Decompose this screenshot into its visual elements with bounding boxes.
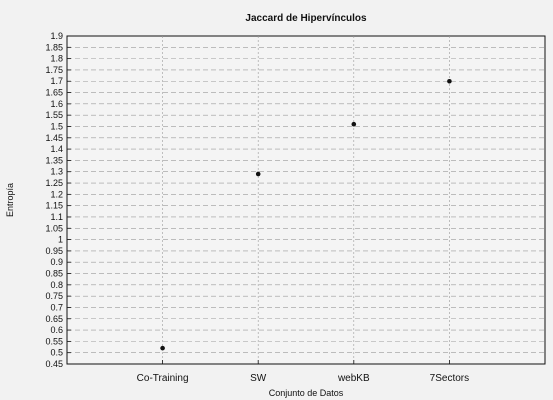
plot-area <box>66 35 546 365</box>
y-tick-label: 1 <box>58 235 63 245</box>
data-point <box>351 121 357 127</box>
data-point <box>160 345 165 351</box>
data-points <box>160 78 452 351</box>
y-tick-label: 1.75 <box>45 65 63 75</box>
y-tick-label: 1.5 <box>50 121 63 131</box>
x-tick-label: 7Sectors <box>430 373 469 384</box>
data-point <box>255 171 261 177</box>
x-axis-ticks: Co-Training SW webKB 7Sectors <box>137 360 469 384</box>
x-tick-label: webKB <box>337 373 370 384</box>
y-tick-label: 1.4 <box>50 144 63 154</box>
data-point <box>447 78 452 84</box>
y-tick-label: 1.2 <box>50 189 63 199</box>
y-tick-label: 0.85 <box>45 269 63 279</box>
y-tick-label: 0.95 <box>45 246 63 256</box>
y-tick-label: 1.25 <box>45 178 63 188</box>
x-tick-label: SW <box>250 373 267 384</box>
y-tick-label: 1.15 <box>45 201 63 211</box>
y-tick-label: 0.6 <box>50 325 63 335</box>
y-tick-label: 1.8 <box>50 54 63 64</box>
y-tick-label: 0.9 <box>50 257 63 267</box>
y-tick-label: 0.55 <box>45 336 63 346</box>
y-tick-label: 0.8 <box>50 280 63 290</box>
y-tick-label: 1.65 <box>45 88 63 98</box>
y-tick-label: 1.1 <box>50 212 63 222</box>
y-axis-ticks: 0.450.50.550.60.650.70.750.80.850.90.951… <box>45 31 71 369</box>
y-tick-label: 1.55 <box>45 110 63 120</box>
y-tick-label: 1.6 <box>50 99 63 109</box>
y-tick-label: 1.05 <box>45 223 63 233</box>
y-tick-label: 1.3 <box>50 167 63 177</box>
y-axis-label: Entropía <box>5 183 15 217</box>
y-tick-label: 0.5 <box>50 348 63 358</box>
grid <box>67 36 545 364</box>
chart-title: Jaccard de Hipervínculos <box>245 13 367 24</box>
y-tick-label: 0.7 <box>50 302 63 312</box>
y-tick-label: 1.9 <box>50 31 63 41</box>
y-tick-label: 1.45 <box>45 133 63 143</box>
y-tick-label: 0.45 <box>45 359 63 369</box>
y-tick-label: 0.75 <box>45 291 63 301</box>
y-tick-label: 0.65 <box>45 314 63 324</box>
y-tick-label: 1.35 <box>45 155 63 165</box>
x-axis-label: Conjunto de Datos <box>269 388 344 398</box>
y-tick-label: 1.85 <box>45 42 63 52</box>
x-tick-label: Co-Training <box>137 373 189 384</box>
y-tick-label: 1.7 <box>50 76 63 86</box>
